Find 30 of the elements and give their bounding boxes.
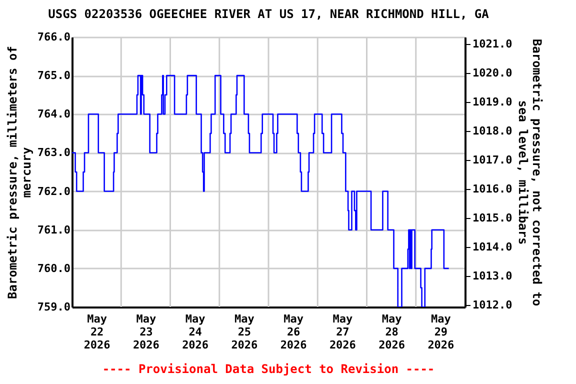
y-tick-label: 766.0 xyxy=(37,30,70,44)
x-tick-label: May 29 2026 xyxy=(428,312,455,352)
y2-tick-label: 1020.0 xyxy=(472,66,512,80)
y-tick-label: 765.0 xyxy=(37,69,70,82)
x-tick-label: May 27 2026 xyxy=(329,312,356,352)
x-tick-label: May 23 2026 xyxy=(132,312,160,352)
x-tick-label: May 26 2026 xyxy=(280,312,308,352)
y2-tick-label: 1015.0 xyxy=(472,212,512,225)
y-tick-label: 764.0 xyxy=(37,108,70,121)
y2-axis-title: Barometric pressure, not corrected to sea level, millibars xyxy=(516,38,544,306)
y2-tick-label: 1021.0 xyxy=(472,38,512,51)
x-tick-label: May 28 2026 xyxy=(378,312,406,352)
text: ---- Provisional Data Subject to Revision ---- xyxy=(102,362,435,376)
y2-tick-label: 1019.0 xyxy=(472,96,512,109)
x-tick-label: May 25 2026 xyxy=(231,312,258,352)
y-tick-label: 760.0 xyxy=(37,262,70,275)
y-tick-label: 762.0 xyxy=(37,184,70,198)
y2-tick-label: 1018.0 xyxy=(472,124,512,138)
chart-title: USGS 02203536 OGEECHEE RIVER AT US 17, NEAR RICHMOND HILL, GA xyxy=(48,7,490,21)
y2-tick-label: 1016.0 xyxy=(472,182,512,196)
y-tick-label: 761.0 xyxy=(37,223,70,236)
y-tick-label: 759.0 xyxy=(37,300,70,314)
y-axis-title: Barometric pressure, millimeters of mercury xyxy=(5,46,34,299)
y2-tick-label: 1014.0 xyxy=(472,240,512,254)
y2-tick-label: 1012.0 xyxy=(472,298,512,312)
y-tick-label: 763.0 xyxy=(37,146,70,160)
x-tick-label: May 24 2026 xyxy=(182,312,209,352)
y2-tick-label: 1013.0 xyxy=(472,270,512,282)
y2-tick-label: 1017.0 xyxy=(472,154,512,167)
x-tick-label: May 22 2026 xyxy=(84,312,111,352)
